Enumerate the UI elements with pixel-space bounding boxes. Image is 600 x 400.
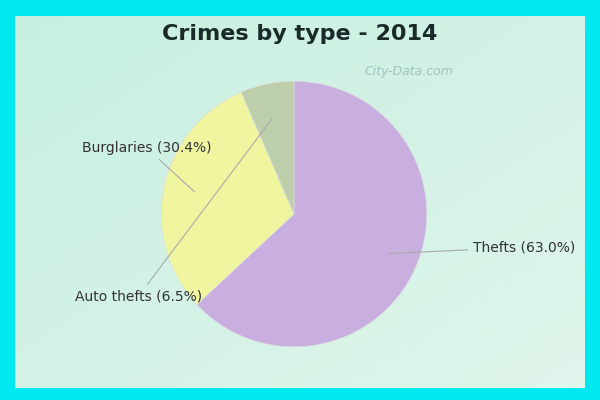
Text: Thefts (63.0%): Thefts (63.0%) — [388, 240, 575, 254]
Wedge shape — [241, 81, 294, 214]
Wedge shape — [161, 92, 294, 304]
Text: Crimes by type - 2014: Crimes by type - 2014 — [163, 24, 437, 44]
Wedge shape — [197, 81, 427, 347]
Text: Burglaries (30.4%): Burglaries (30.4%) — [82, 141, 211, 192]
Text: Auto thefts (6.5%): Auto thefts (6.5%) — [75, 119, 272, 303]
Text: City-Data.com: City-Data.com — [364, 65, 454, 78]
